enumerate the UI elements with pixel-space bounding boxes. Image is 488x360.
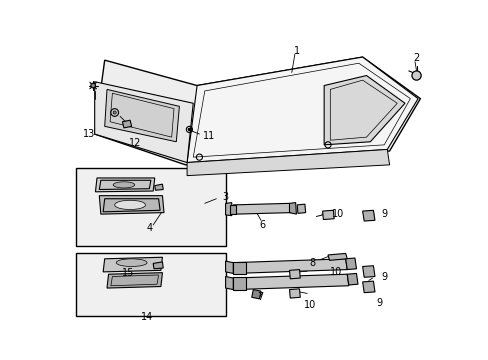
Text: 14: 14	[141, 311, 153, 321]
Circle shape	[113, 111, 116, 114]
Circle shape	[91, 83, 95, 88]
Polygon shape	[322, 210, 333, 220]
Text: 11: 11	[202, 131, 214, 141]
Text: 15: 15	[122, 267, 134, 278]
Polygon shape	[187, 57, 417, 163]
Polygon shape	[103, 257, 162, 272]
Text: 13: 13	[83, 129, 95, 139]
Polygon shape	[362, 281, 374, 293]
Polygon shape	[362, 210, 374, 221]
Circle shape	[111, 109, 118, 116]
Polygon shape	[225, 203, 231, 216]
Bar	[76, 168, 226, 247]
Text: 4: 4	[146, 223, 152, 233]
Text: 3: 3	[222, 192, 228, 202]
Polygon shape	[233, 203, 291, 214]
Polygon shape	[99, 195, 163, 214]
Polygon shape	[187, 149, 389, 176]
Polygon shape	[297, 204, 305, 213]
Polygon shape	[233, 274, 348, 289]
Polygon shape	[95, 57, 420, 165]
Text: 10: 10	[331, 209, 344, 219]
Text: 7: 7	[257, 292, 263, 302]
Text: 10: 10	[329, 267, 341, 277]
Polygon shape	[233, 262, 245, 274]
Polygon shape	[327, 253, 346, 260]
Ellipse shape	[115, 200, 145, 210]
Polygon shape	[95, 178, 154, 192]
Polygon shape	[95, 82, 193, 163]
Circle shape	[235, 280, 243, 287]
Polygon shape	[103, 199, 160, 212]
Polygon shape	[362, 266, 374, 277]
Text: 9: 9	[376, 298, 382, 309]
Polygon shape	[233, 277, 245, 291]
Polygon shape	[289, 289, 300, 298]
Text: 9: 9	[380, 271, 386, 282]
Ellipse shape	[113, 182, 135, 188]
Text: 1: 1	[294, 46, 300, 56]
Ellipse shape	[116, 259, 147, 266]
Polygon shape	[233, 259, 346, 274]
Polygon shape	[346, 274, 357, 285]
Polygon shape	[153, 262, 163, 269]
Polygon shape	[345, 258, 356, 270]
Polygon shape	[230, 205, 235, 214]
Circle shape	[235, 264, 243, 272]
Polygon shape	[289, 203, 296, 214]
Text: 12: 12	[129, 138, 142, 148]
Polygon shape	[99, 180, 151, 189]
Text: 10: 10	[304, 300, 316, 310]
Polygon shape	[104, 89, 179, 142]
Polygon shape	[289, 270, 300, 279]
Polygon shape	[324, 76, 404, 145]
Polygon shape	[251, 289, 261, 299]
Polygon shape	[107, 273, 162, 288]
Text: 6: 6	[259, 220, 265, 230]
Polygon shape	[225, 276, 233, 289]
Polygon shape	[225, 261, 233, 274]
Text: 5: 5	[114, 181, 121, 192]
Bar	[76, 253, 226, 316]
Text: 9: 9	[380, 209, 386, 219]
Circle shape	[411, 71, 420, 80]
Circle shape	[188, 128, 190, 131]
Polygon shape	[122, 120, 131, 128]
Text: 8: 8	[309, 258, 315, 269]
Text: 2: 2	[412, 53, 419, 63]
Polygon shape	[154, 184, 163, 190]
